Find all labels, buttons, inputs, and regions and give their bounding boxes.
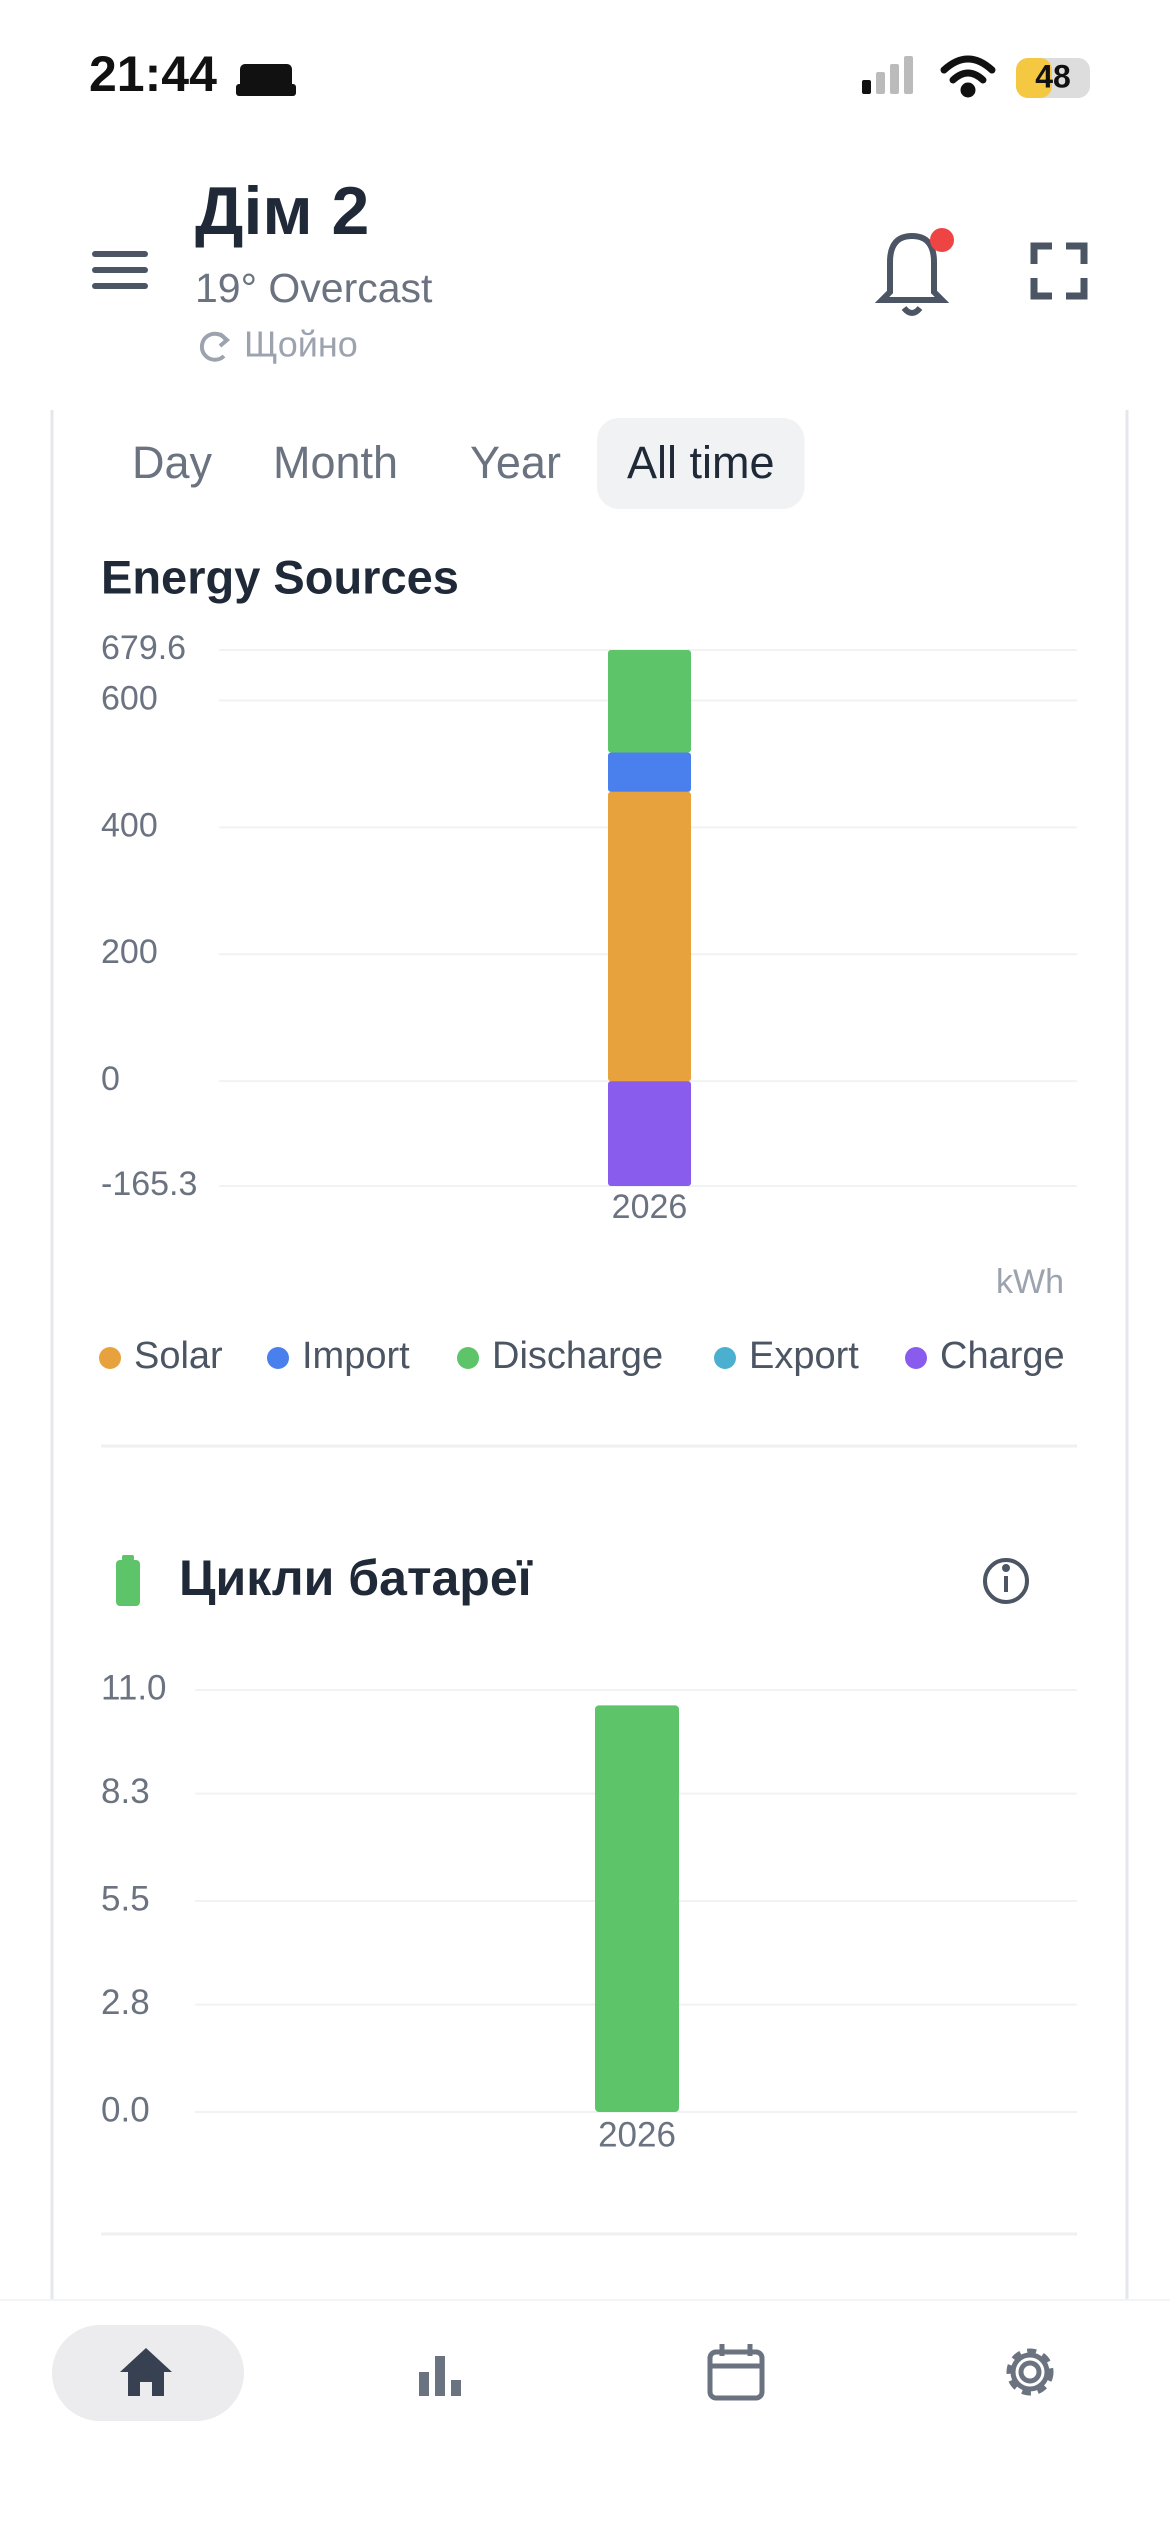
- sleep-icon: [236, 64, 296, 96]
- menu-button[interactable]: [92, 251, 148, 289]
- legend-marker: [714, 1347, 736, 1369]
- battery-percent: 48: [1035, 58, 1071, 94]
- legend-marker: [457, 1347, 479, 1369]
- bar-segment: [608, 791, 691, 1082]
- nav-stats[interactable]: [419, 2356, 461, 2396]
- y-tick-label: 200: [101, 933, 158, 971]
- legend-marker: [99, 1347, 121, 1369]
- home-title: Дім 2: [195, 173, 369, 249]
- refresh-icon: [199, 331, 231, 362]
- weather: 19° Overcast: [195, 265, 433, 311]
- y-tick-label: 2.8: [101, 1983, 150, 2022]
- fullscreen-button[interactable]: [1030, 242, 1088, 300]
- y-tick-label: -165.3: [101, 1165, 197, 1203]
- info-button[interactable]: [983, 1558, 1029, 1604]
- active-tab-bg: [597, 418, 805, 509]
- nav-calendar[interactable]: [707, 2344, 765, 2401]
- bar: [595, 1705, 679, 2112]
- wifi-icon: [940, 55, 996, 98]
- nav-home[interactable]: [120, 2348, 172, 2396]
- y-tick-label: 400: [101, 806, 158, 844]
- legend-label[interactable]: Export: [749, 1335, 859, 1377]
- unit-label: kWh: [996, 1263, 1064, 1301]
- tab[interactable]: Year: [470, 437, 561, 488]
- nav-settings[interactable]: [1006, 2348, 1054, 2396]
- y-tick-label: 8.3: [101, 1772, 150, 1811]
- bar-segment: [608, 650, 691, 753]
- notification-dot: [930, 228, 954, 252]
- legend-label[interactable]: Charge: [940, 1335, 1065, 1377]
- notifications-button[interactable]: [874, 232, 950, 316]
- legend-marker: [267, 1347, 289, 1369]
- x-tick-label: 2026: [612, 1188, 688, 1226]
- updated: Щойно: [244, 324, 358, 365]
- legend-label[interactable]: Import: [302, 1335, 410, 1377]
- battery-icon-cap: [122, 1555, 134, 1561]
- battery-level: [1016, 58, 1052, 98]
- tab[interactable]: Day: [132, 437, 213, 488]
- x-tick-label: 2026: [598, 2115, 676, 2154]
- card-border: [50, 410, 1129, 2299]
- bar-segment: [608, 1081, 691, 1186]
- y-tick-label: 0.0: [101, 2090, 150, 2129]
- signal-icon: [862, 56, 913, 94]
- y-tick-label: 11.0: [101, 1668, 167, 1707]
- battery-icon: [116, 1560, 140, 1606]
- legend-label[interactable]: Discharge: [492, 1335, 663, 1377]
- y-tick-label: 600: [101, 679, 158, 717]
- status-time: 21:44: [89, 46, 217, 102]
- tab[interactable]: All time: [627, 437, 775, 488]
- chart-title: Energy Sources: [101, 550, 459, 603]
- y-tick-label: 679.6: [101, 629, 186, 667]
- tab[interactable]: Month: [273, 437, 398, 488]
- legend-marker: [905, 1347, 927, 1369]
- legend-label[interactable]: Solar: [134, 1335, 223, 1377]
- bar-segment: [608, 752, 691, 792]
- y-tick-label: 5.5: [101, 1879, 150, 1918]
- chart-title: Цикли батареї: [179, 1550, 533, 1606]
- y-tick-label: 0: [101, 1060, 120, 1098]
